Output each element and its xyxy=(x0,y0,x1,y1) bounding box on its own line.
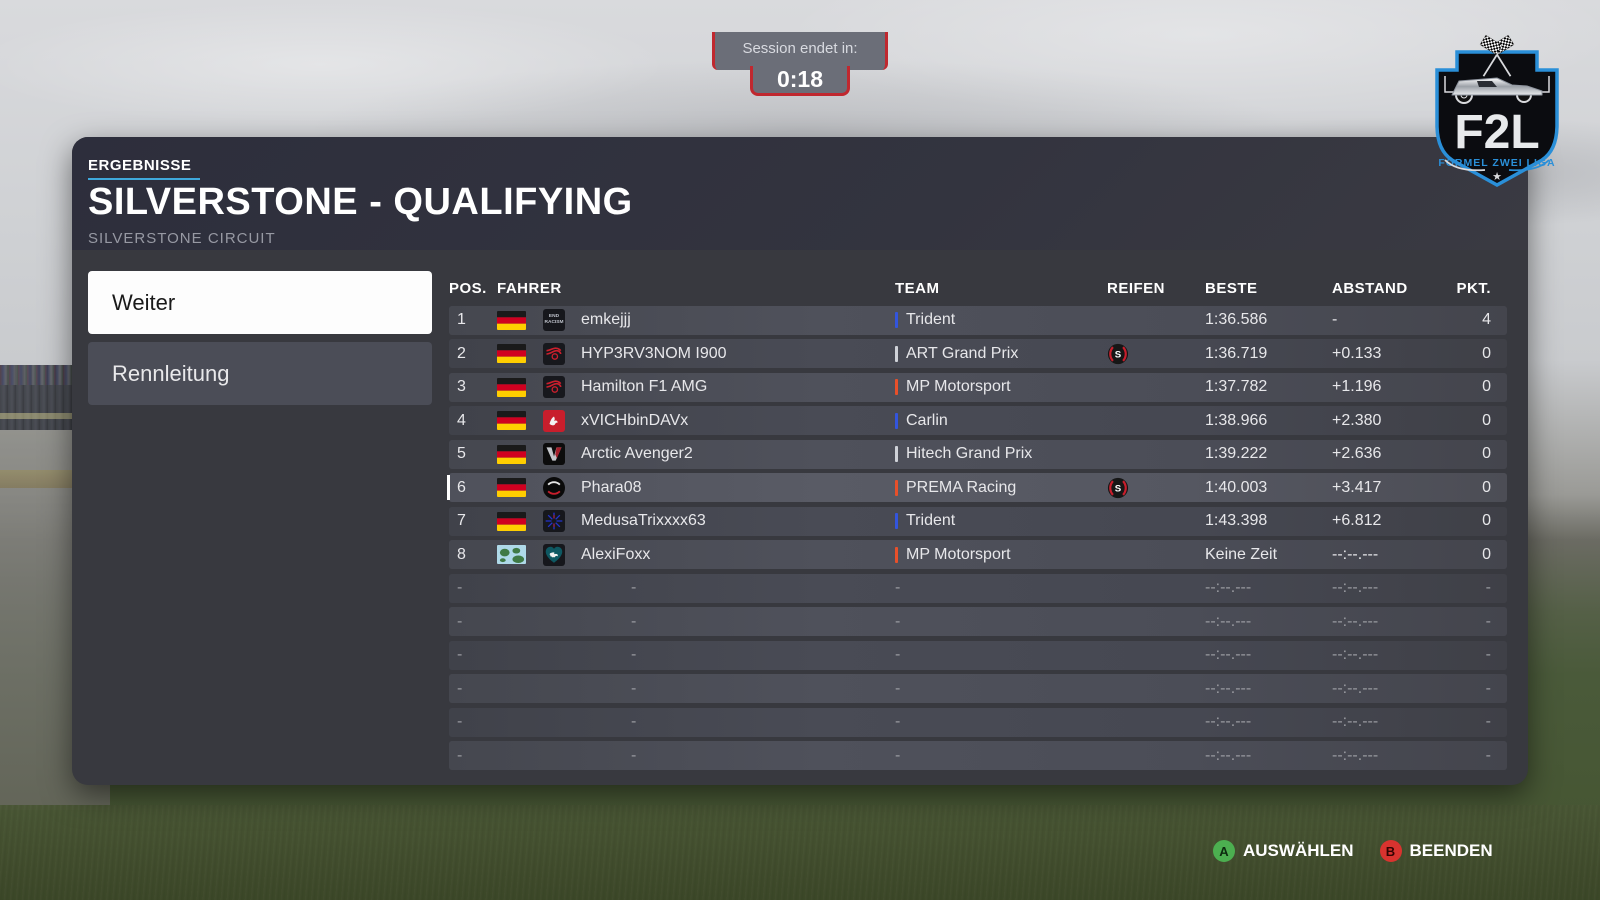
svg-text:S: S xyxy=(1115,349,1122,360)
svg-text:★: ★ xyxy=(1492,171,1502,183)
svg-text:F2L: F2L xyxy=(1454,106,1539,159)
svg-text:S: S xyxy=(1115,483,1122,494)
